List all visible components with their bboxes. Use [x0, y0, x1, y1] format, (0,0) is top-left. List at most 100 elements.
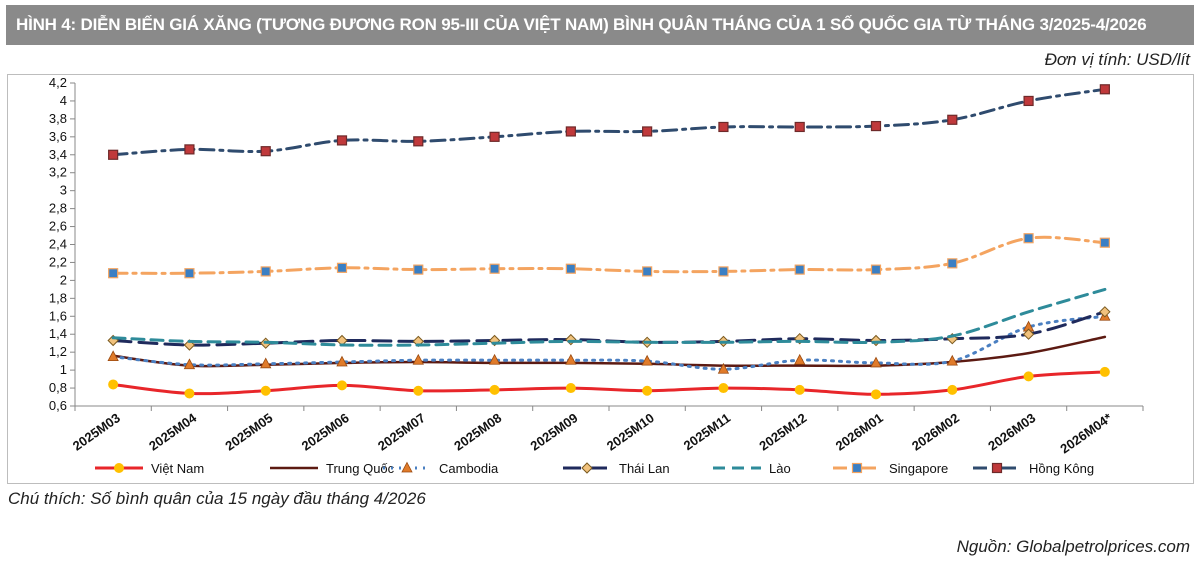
series-0-point [794, 384, 805, 395]
x-tick-label: 2026M02 [909, 410, 962, 453]
chart-title: HÌNH 4: DIỄN BIẾN GIÁ XĂNG (TƯƠNG ĐƯƠNG … [16, 15, 1147, 34]
series-0-point [260, 385, 271, 396]
series-6-point [642, 126, 653, 137]
series-6-point [870, 120, 882, 132]
y-tick-label: 3,4 [49, 147, 67, 162]
series-5-point [718, 266, 729, 277]
series-0-point [871, 389, 881, 400]
y-tick-label: 1,2 [49, 344, 67, 359]
chart-title-banner: HÌNH 4: DIỄN BIẾN GIÁ XĂNG (TƯƠNG ĐƯƠNG … [6, 5, 1194, 45]
series-5-point [413, 264, 424, 275]
y-tick-label: 4,2 [49, 75, 67, 90]
series-5-point [642, 266, 653, 277]
series-5-point [260, 266, 271, 277]
y-tick-label: 0,6 [49, 398, 67, 413]
series-6-point [565, 126, 576, 137]
series-3-point [1022, 328, 1035, 340]
y-tick-label: 1,4 [49, 326, 67, 341]
series-6-point [184, 144, 195, 155]
series-5-point [184, 268, 195, 279]
y-tick-label: 2,8 [49, 201, 67, 216]
legend-label: Cambodia [439, 461, 499, 476]
series-5-point [1099, 237, 1110, 248]
series-6-point [794, 121, 805, 133]
series-0-line [111, 370, 1107, 396]
series-0-point [718, 383, 729, 394]
series-6-line [111, 87, 1107, 157]
y-tick-label: 1 [60, 362, 67, 377]
series-6-point [1099, 84, 1110, 95]
y-tick-label: 1,6 [49, 308, 67, 323]
series-2-point [641, 354, 653, 366]
legend-swatch-marker [401, 461, 413, 473]
series-2-point [717, 362, 730, 374]
series-0-point [565, 383, 576, 394]
y-tick-label: 2,6 [49, 219, 67, 234]
y-tick-label: 2,4 [49, 237, 67, 252]
series-4-line [111, 287, 1107, 347]
series-2-point [260, 357, 272, 369]
legend-label: Việt Nam [151, 461, 204, 476]
x-tick-label: 2025M03 [70, 410, 123, 453]
series-5-point [565, 263, 576, 274]
series-6-point [489, 131, 500, 142]
series-2-point [412, 353, 424, 365]
x-tick-label: 2025M09 [528, 410, 581, 453]
legend-label: Hồng Kông [1029, 461, 1094, 476]
unit-label: Đơn vị tính: USD/lít [1044, 50, 1190, 69]
y-tick-label: 2 [60, 272, 67, 287]
series-2-point [870, 356, 882, 368]
x-tick-label: 2025M08 [451, 410, 504, 453]
series-0-point [947, 384, 958, 395]
series-0-point [108, 379, 119, 390]
x-tick-label: 2025M07 [375, 410, 428, 453]
chart-frame [7, 74, 1194, 484]
legend-label: Singapore [889, 461, 948, 476]
series-5-point [489, 263, 500, 274]
series-2-point [183, 358, 196, 370]
legend-label: Trung Quốc [326, 461, 395, 476]
series-6-point [108, 149, 119, 160]
source-credit: Nguồn: Globalpetrolprices.com [956, 537, 1190, 556]
series-6-point [718, 121, 729, 133]
x-tick-label: 2026M03 [985, 410, 1038, 453]
legend-label: Lào [769, 461, 791, 476]
y-tick-label: 3,2 [49, 165, 67, 180]
series-0-point [489, 384, 500, 395]
x-tick-label: 2025M11 [681, 410, 733, 453]
x-tick-label: 2025M12 [756, 410, 809, 453]
series-0-point [184, 388, 195, 399]
x-tick-label: 2025M10 [604, 410, 657, 453]
series-6-point [947, 114, 958, 125]
x-tick-label: 2025M04 [146, 410, 200, 454]
legend-swatch-marker [851, 462, 863, 474]
y-tick-label: 3,8 [49, 111, 67, 126]
series-5-point [108, 268, 119, 279]
series-0-point [1023, 371, 1034, 382]
series-5-point [794, 264, 805, 275]
series-2-point [946, 354, 958, 366]
series-2-point [488, 353, 501, 365]
legend-swatch-marker [114, 463, 124, 473]
series-2-point [336, 355, 348, 367]
series-3-point [1099, 306, 1111, 318]
legend-swatch-marker [991, 462, 1003, 474]
y-tick-label: 1,8 [49, 290, 67, 305]
series-5-point [336, 262, 348, 273]
series-6-point [260, 146, 271, 157]
series-2-point [794, 353, 806, 365]
series-5-point [1023, 233, 1034, 244]
y-tick-label: 0,8 [49, 380, 67, 395]
series-2-point [107, 350, 119, 362]
x-tick-label: 2025M06 [299, 410, 352, 453]
series-5-point [947, 258, 958, 269]
series-6-point [1023, 95, 1034, 107]
y-tick-label: 3 [60, 183, 67, 198]
y-tick-label: 4 [60, 93, 67, 108]
series-5-point [870, 264, 882, 275]
footnote: Chú thích: Số bình quân của 15 ngày đầu … [8, 489, 426, 508]
y-tick-label: 2,2 [49, 254, 67, 269]
series-0-point [642, 385, 653, 396]
series-6-point [336, 135, 348, 146]
